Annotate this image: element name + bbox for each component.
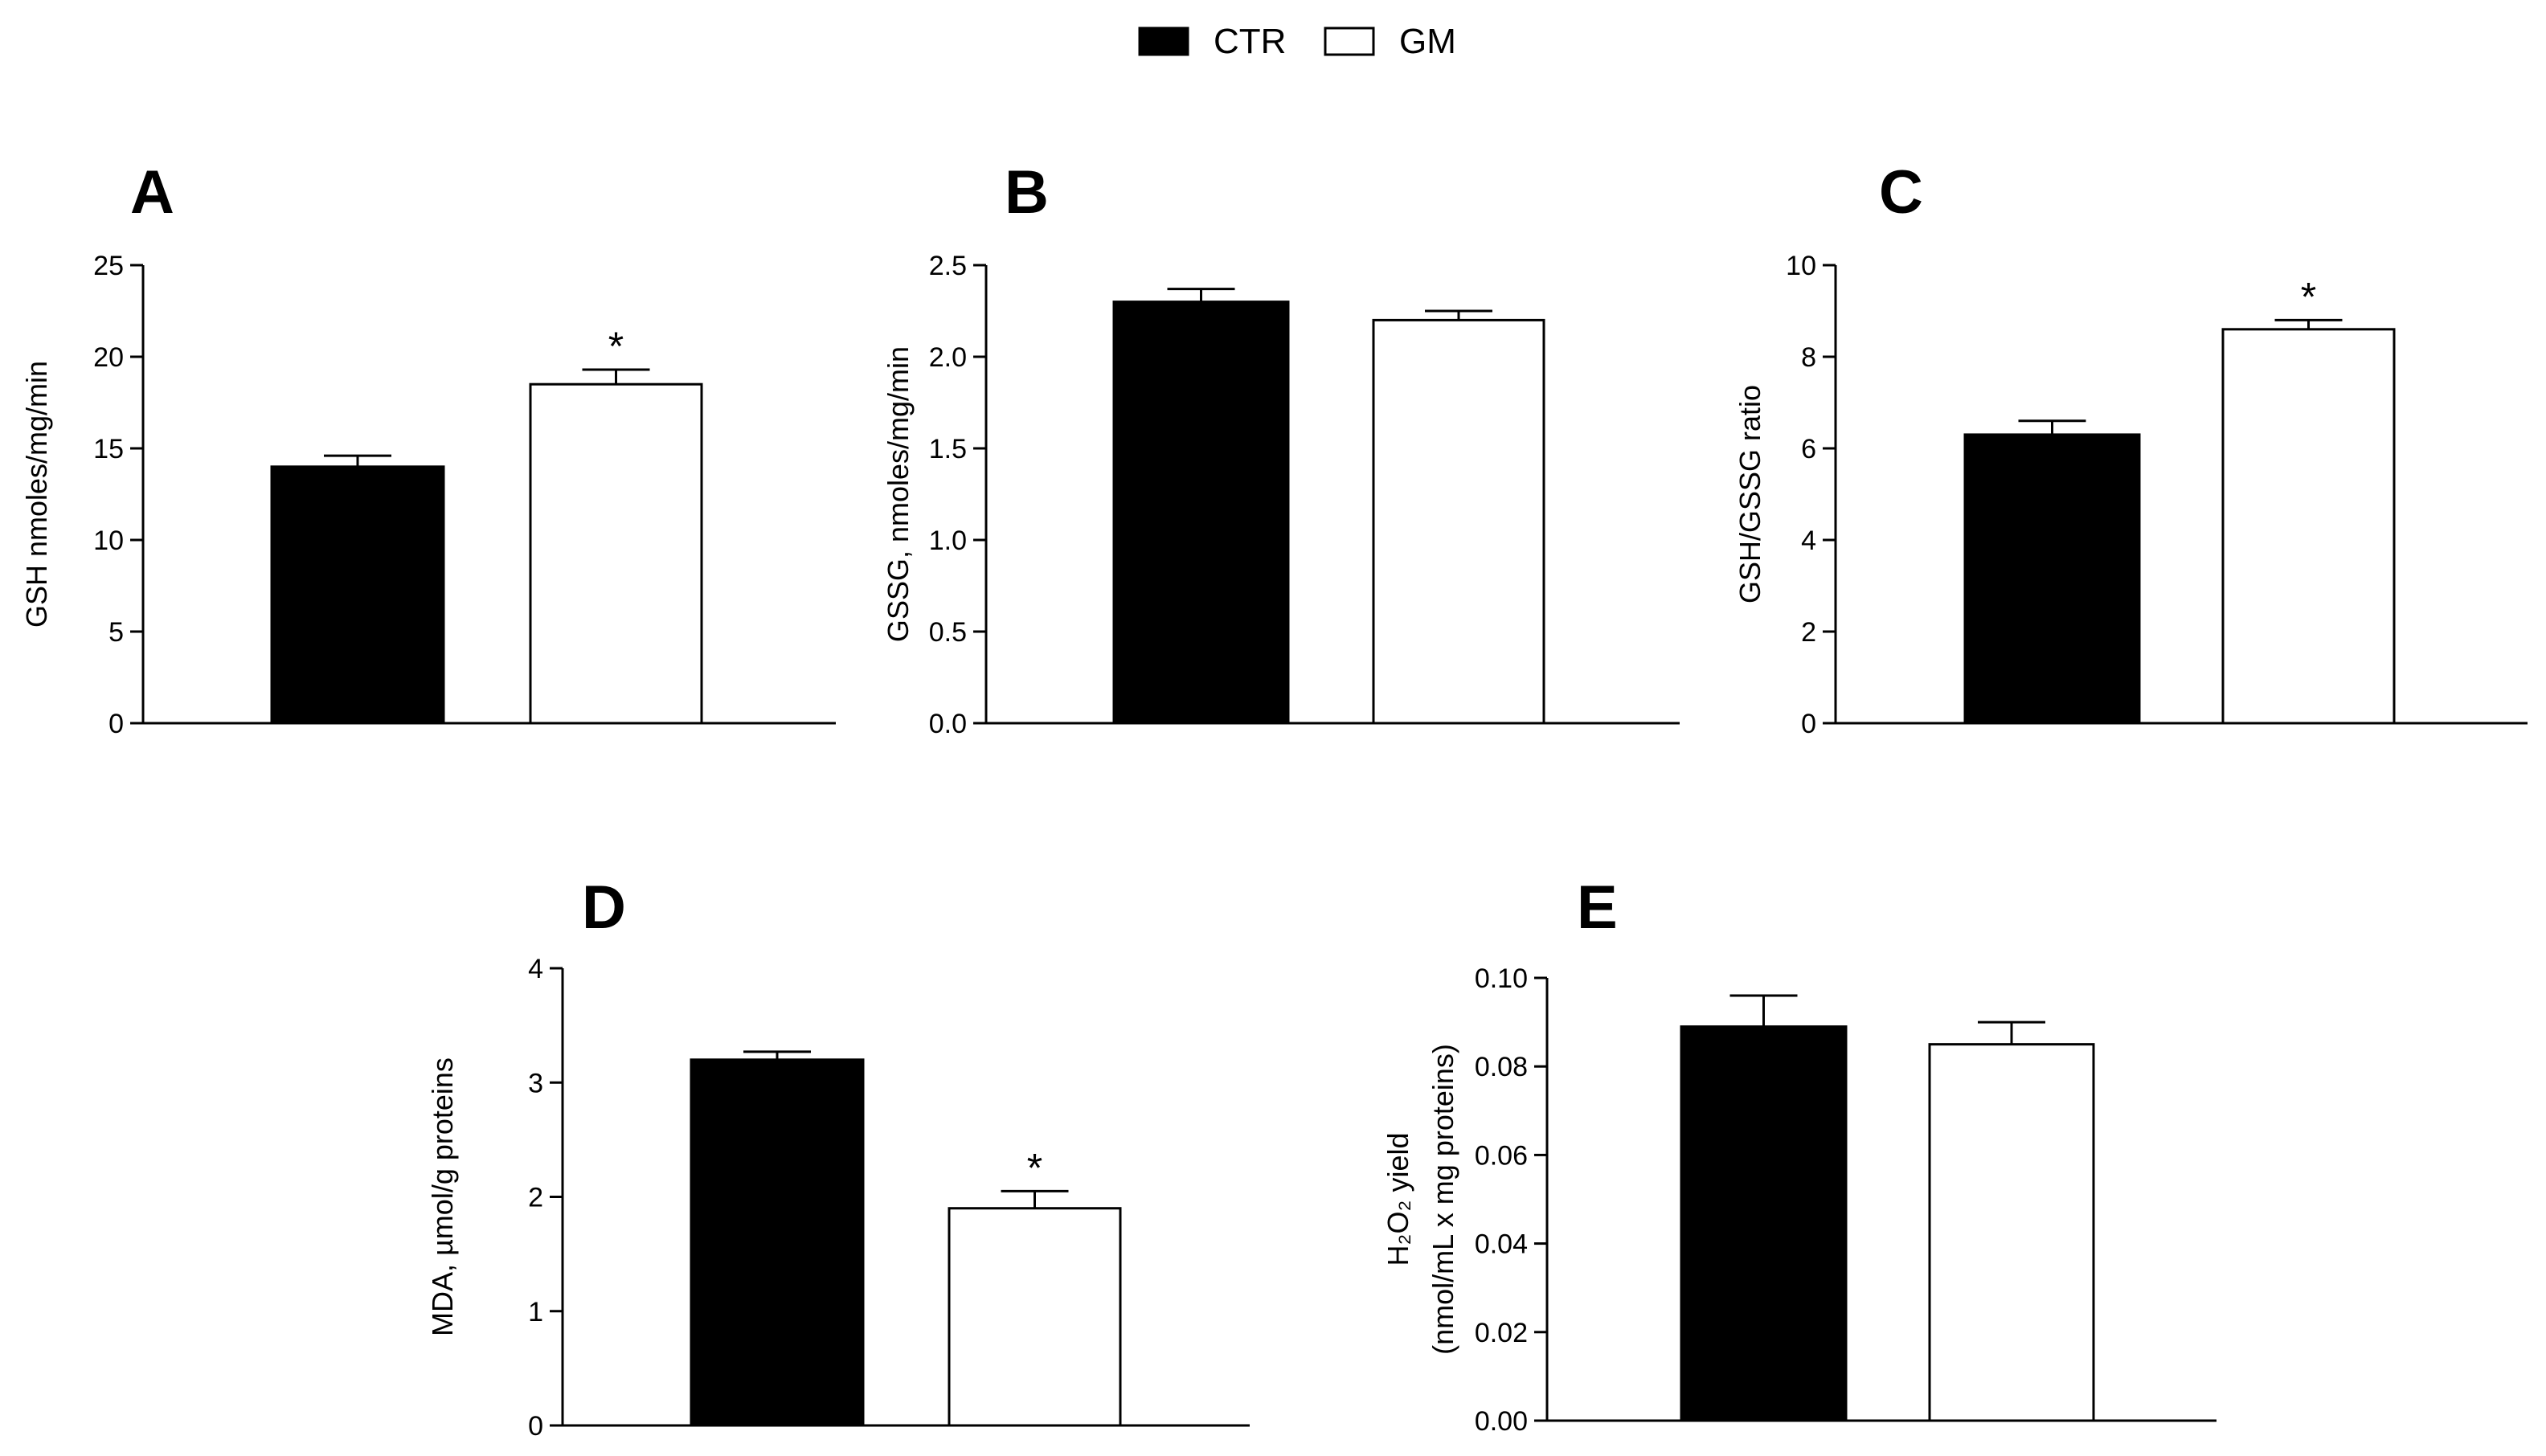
significance-marker-d-gm: *	[1027, 1145, 1042, 1190]
y-tick-label-a-2: 10	[93, 526, 124, 556]
panel-letter-d: D	[582, 873, 626, 942]
y-tick-label-b-4: 2.0	[929, 342, 967, 373]
bar-a-ctr	[270, 465, 445, 725]
y-tick-label-c-3: 6	[1801, 434, 1816, 464]
panel-letter-c: C	[1879, 158, 1923, 227]
bar-e-ctr	[1680, 1025, 1848, 1422]
legend-swatch-gm	[1324, 27, 1375, 56]
y-tick-label-c-4: 8	[1801, 342, 1816, 373]
y-tick-label-a-4: 20	[93, 342, 124, 373]
y-axis-label-a: GSH nmoles/mg/min	[20, 361, 53, 628]
significance-marker-c-gm: *	[2301, 274, 2316, 319]
legend-label-ctr: CTR	[1214, 22, 1286, 61]
bar-a-gm	[529, 382, 703, 725]
y-tick-label-e-2: 0.04	[1475, 1229, 1528, 1260]
y-tick-label-e-1: 0.02	[1475, 1318, 1528, 1348]
y-tick-label-c-2: 4	[1801, 526, 1816, 556]
y-tick-label-d-2: 2	[528, 1183, 543, 1213]
y-tick-label-d-4: 4	[528, 954, 543, 984]
panel-letter-a: A	[130, 158, 174, 227]
y-axis-label-e-0: H₂O₂ yield	[1381, 1133, 1414, 1266]
chart-panel-b: B 0.0 0.5 1.0 1.5 2.0 2.5 GSSG, nmoles/mg/min	[882, 158, 1680, 739]
bar-b-gm	[1372, 318, 1545, 725]
y-tick-label-c-5: 10	[1786, 251, 1816, 281]
bar-d-ctr	[690, 1058, 865, 1427]
y-axis-label-d: MDA, µmol/g proteins	[426, 1057, 459, 1336]
y-tick-label-d-1: 1	[528, 1297, 543, 1327]
y-axis-label-b: GSSG, nmoles/mg/min	[882, 346, 915, 642]
y-tick-label-e-3: 0.06	[1475, 1140, 1528, 1171]
y-tick-label-a-5: 25	[93, 251, 124, 281]
y-tick-label-b-1: 0.5	[929, 617, 967, 648]
y-tick-label-b-2: 1.0	[929, 526, 967, 556]
bar-d-gm	[948, 1207, 1122, 1427]
y-tick-label-d-3: 3	[528, 1068, 543, 1098]
y-tick-label-a-0: 0	[108, 709, 124, 739]
chart-panel-c: C 0 2 4 6 8 10 GSH/GSSG ratio *	[1733, 158, 2528, 739]
y-tick-label-d-0: 0	[528, 1411, 543, 1442]
chart-panel-e: E 0.00 0.02 0.04 0.06 0.08 0.10 H₂O₂ yield (nmol…	[1381, 873, 2216, 1437]
y-tick-label-e-4: 0.08	[1475, 1052, 1528, 1082]
y-tick-label-c-0: 0	[1801, 709, 1816, 739]
y-axis-label-e-1: (nmol/mL x mg proteins)	[1426, 1044, 1459, 1355]
panel-letter-e: E	[1577, 873, 1618, 942]
bar-c-gm	[2221, 328, 2396, 725]
y-axis-label-c: GSH/GSSG ratio	[1733, 385, 1766, 603]
y-tick-label-b-0: 0.0	[929, 709, 967, 739]
y-tick-label-a-1: 5	[108, 617, 124, 648]
y-tick-label-b-5: 2.5	[929, 251, 967, 281]
y-tick-label-e-0: 0.00	[1475, 1406, 1528, 1437]
y-tick-label-a-3: 15	[93, 434, 124, 464]
legend: CTR GM	[1138, 22, 1456, 61]
bar-c-ctr	[1963, 433, 2141, 725]
bar-b-ctr	[1112, 301, 1290, 725]
chart-panel-a: A 0 5 10 15 20 25 GSH nmoles/mg/min *	[20, 158, 836, 739]
significance-marker-a-gm: *	[608, 324, 624, 369]
legend-swatch-ctr	[1138, 27, 1189, 56]
legend-label-gm: GM	[1399, 22, 1456, 61]
y-tick-label-c-1: 2	[1801, 617, 1816, 648]
y-tick-label-b-3: 1.5	[929, 434, 967, 464]
bar-e-gm	[1928, 1043, 2095, 1422]
panel-letter-b: B	[1005, 158, 1049, 227]
chart-panel-d: D 0 1 2 3 4 MDA, µmol/g proteins *	[426, 873, 1250, 1442]
y-tick-label-e-5: 0.10	[1475, 963, 1528, 994]
